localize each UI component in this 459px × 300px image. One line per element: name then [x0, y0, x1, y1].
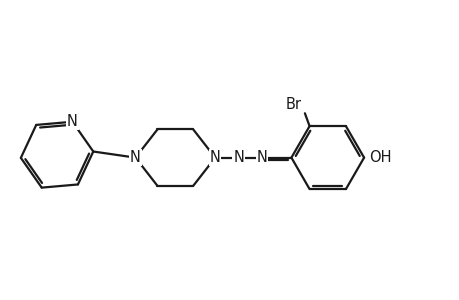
Text: N: N [130, 150, 140, 165]
Text: N: N [67, 114, 78, 129]
Text: OH: OH [368, 150, 391, 165]
Text: N: N [256, 150, 267, 165]
Text: N: N [209, 150, 220, 165]
Text: Br: Br [285, 97, 301, 112]
Text: N: N [233, 150, 244, 165]
